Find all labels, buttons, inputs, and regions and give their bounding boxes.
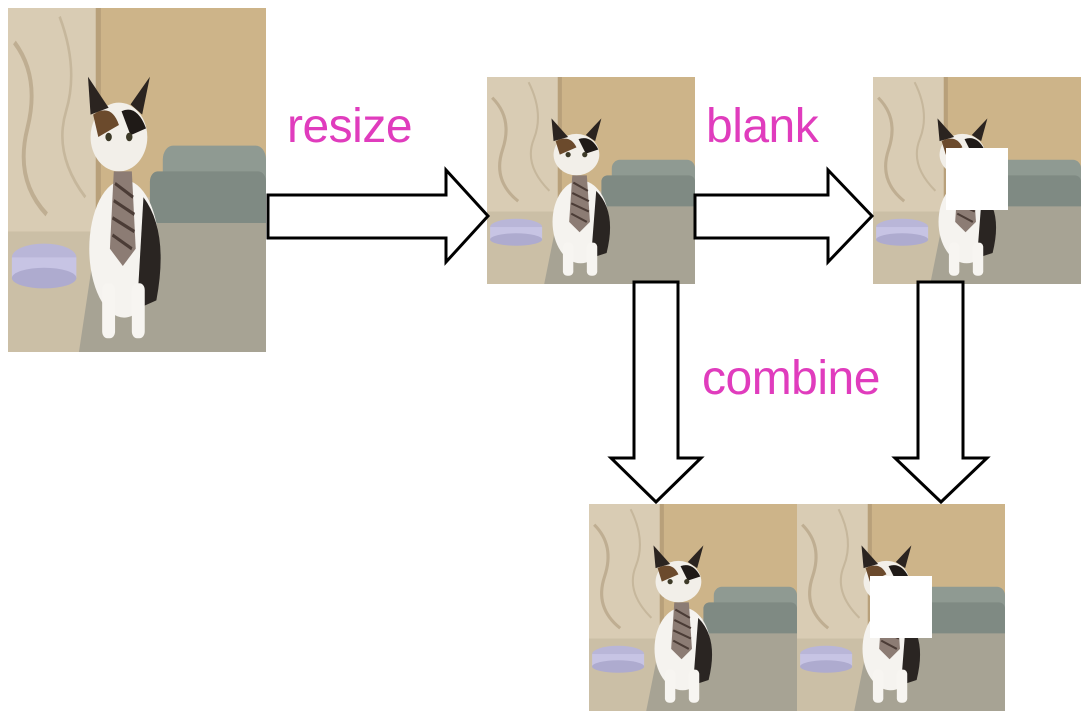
blank-patch [870, 576, 932, 638]
combined-right-photo [797, 504, 1005, 711]
resize-arrow [266, 166, 491, 266]
blank-arrow [693, 166, 875, 266]
blank-label: blank [706, 100, 819, 153]
resize-label: resize [287, 100, 413, 153]
combine-arrow-right [891, 280, 991, 505]
combine-arrow-left [607, 280, 705, 505]
blanked-photo [873, 77, 1081, 284]
blank-patch [946, 148, 1008, 210]
combine-label: combine [702, 352, 880, 405]
